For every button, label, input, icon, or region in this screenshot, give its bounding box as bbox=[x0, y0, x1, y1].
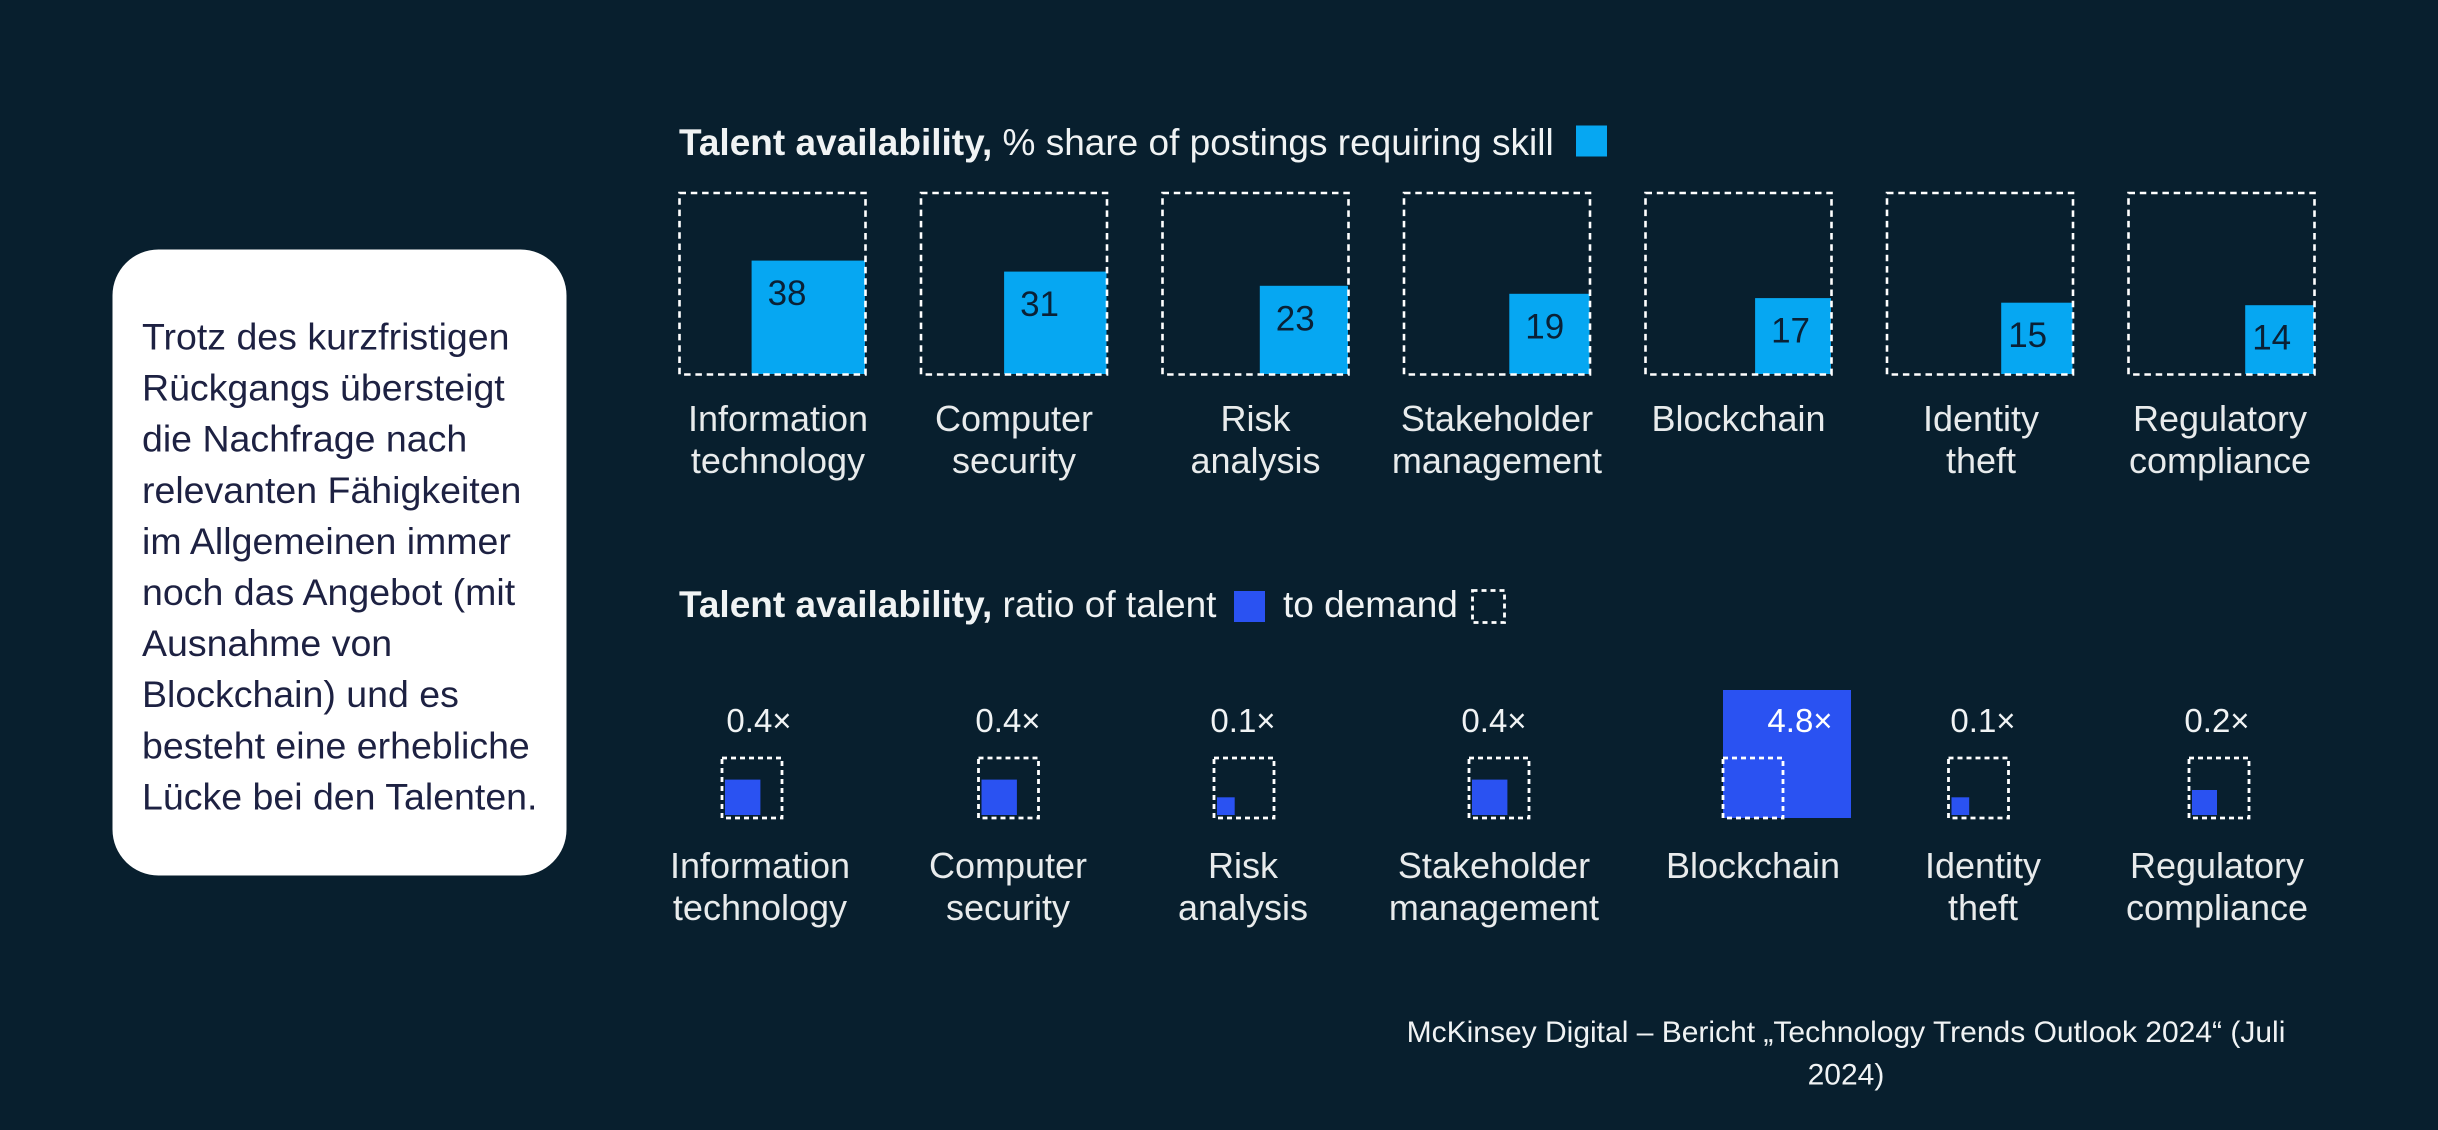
svg-text:Blockchain) und es: Blockchain) und es bbox=[142, 673, 459, 715]
svg-text:38: 38 bbox=[768, 274, 807, 313]
svg-text:Computer: Computer bbox=[935, 398, 1093, 439]
svg-text:0.1×: 0.1× bbox=[1210, 702, 1275, 739]
svg-text:technology: technology bbox=[691, 440, 865, 481]
svg-text:0.2×: 0.2× bbox=[2184, 702, 2249, 739]
svg-text:management: management bbox=[1389, 887, 1599, 928]
svg-text:Stakeholder: Stakeholder bbox=[1401, 398, 1593, 439]
svg-text:Identity: Identity bbox=[1923, 398, 2039, 439]
svg-text:im Allgemeinen immer: im Allgemeinen immer bbox=[142, 520, 511, 562]
svg-text:23: 23 bbox=[1276, 299, 1315, 338]
svg-text:Ausnahme von: Ausnahme von bbox=[142, 622, 392, 664]
svg-text:security: security bbox=[952, 440, 1076, 481]
svg-text:analysis: analysis bbox=[1178, 887, 1308, 928]
svg-text:theft: theft bbox=[1946, 440, 2016, 481]
svg-text:compliance: compliance bbox=[2129, 440, 2311, 481]
svg-text:Identity: Identity bbox=[1925, 845, 2041, 886]
svg-text:Regulatory: Regulatory bbox=[2130, 845, 2304, 886]
svg-text:Risk: Risk bbox=[1208, 845, 1279, 886]
svg-text:Blockchain: Blockchain bbox=[1666, 845, 1840, 886]
svg-text:Stakeholder: Stakeholder bbox=[1398, 845, 1590, 886]
svg-text:31: 31 bbox=[1020, 285, 1059, 324]
svg-text:Risk: Risk bbox=[1221, 398, 1292, 439]
svg-text:0.4×: 0.4× bbox=[975, 702, 1040, 739]
svg-text:19: 19 bbox=[1525, 307, 1564, 346]
svg-text:to demand: to demand bbox=[1283, 584, 1458, 625]
svg-text:Rückgangs übersteigt: Rückgangs übersteigt bbox=[142, 367, 505, 409]
svg-text:compliance: compliance bbox=[2126, 887, 2308, 928]
svg-text:4.8×: 4.8× bbox=[1767, 702, 1832, 739]
svg-text:theft: theft bbox=[1948, 887, 2018, 928]
svg-text:Talent availability, % share o: Talent availability, % share of postings… bbox=[679, 122, 1554, 163]
svg-text:Information: Information bbox=[670, 845, 850, 886]
svg-text:17: 17 bbox=[1771, 312, 1810, 351]
svg-text:security: security bbox=[946, 887, 1070, 928]
svg-text:noch das Angebot (mit: noch das Angebot (mit bbox=[142, 571, 516, 613]
svg-text:0.4×: 0.4× bbox=[1461, 702, 1526, 739]
svg-text:technology: technology bbox=[673, 887, 847, 928]
svg-text:McKinsey Digital – Bericht „Te: McKinsey Digital – Bericht „Technology T… bbox=[1407, 1016, 2286, 1049]
svg-text:Computer: Computer bbox=[929, 845, 1087, 886]
svg-text:Lücke bei den Talenten.: Lücke bei den Talenten. bbox=[142, 775, 537, 817]
svg-text:14: 14 bbox=[2252, 319, 2291, 358]
svg-text:Regulatory: Regulatory bbox=[2133, 398, 2307, 439]
svg-text:15: 15 bbox=[2008, 316, 2047, 355]
svg-text:besteht eine erhebliche: besteht eine erhebliche bbox=[142, 724, 530, 766]
svg-text:relevanten Fähigkeiten: relevanten Fähigkeiten bbox=[142, 469, 521, 511]
svg-text:0.1×: 0.1× bbox=[1950, 702, 2015, 739]
svg-text:2024): 2024) bbox=[1808, 1059, 1885, 1092]
svg-text:die Nachfrage nach: die Nachfrage nach bbox=[142, 418, 467, 460]
svg-text:management: management bbox=[1392, 440, 1602, 481]
svg-text:Blockchain: Blockchain bbox=[1651, 398, 1825, 439]
svg-text:Talent availability, ratio of: Talent availability, ratio of talent bbox=[679, 584, 1217, 625]
svg-text:Information: Information bbox=[688, 398, 868, 439]
svg-text:analysis: analysis bbox=[1190, 440, 1320, 481]
svg-text:Trotz des kurzfristigen: Trotz des kurzfristigen bbox=[142, 316, 509, 358]
svg-text:0.4×: 0.4× bbox=[726, 702, 791, 739]
